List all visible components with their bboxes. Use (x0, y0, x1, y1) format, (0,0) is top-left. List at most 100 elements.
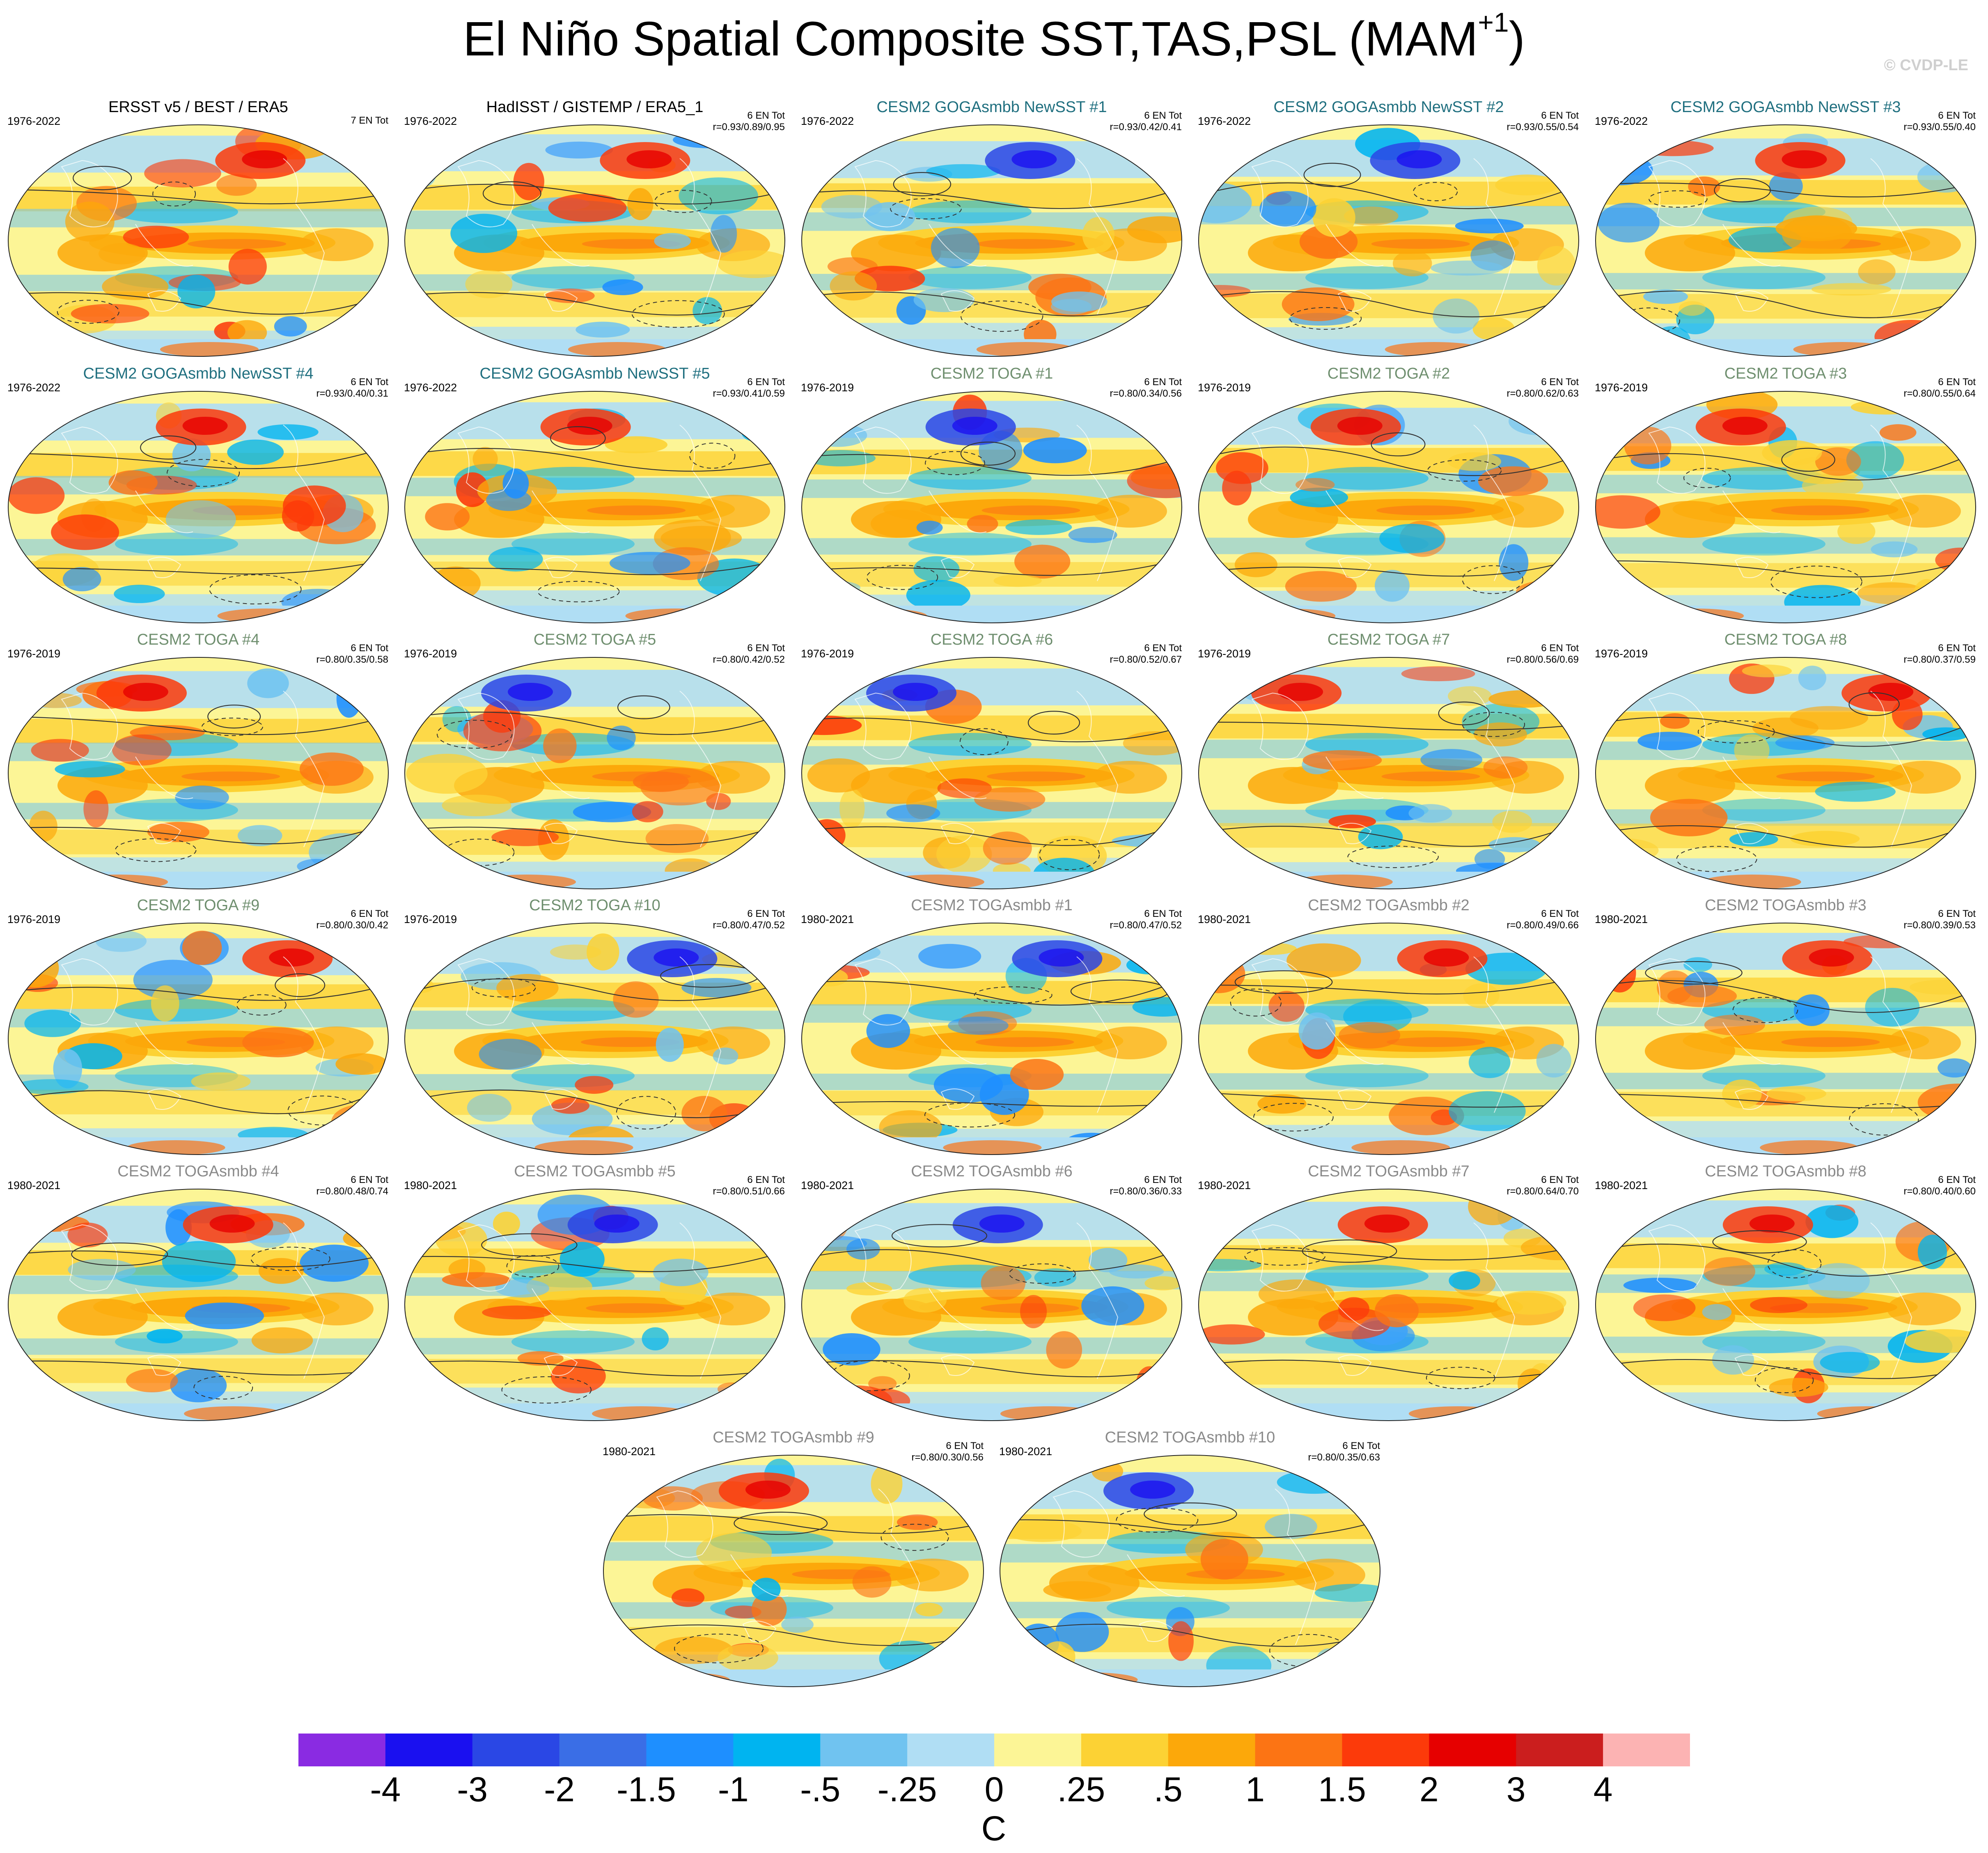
panel-pattern-correlation: r=0.80/0.51/0.66 (713, 1186, 785, 1197)
panel-years: 1976-2019 (7, 913, 61, 925)
panel-years: 1980-2021 (1198, 1179, 1251, 1192)
panel-title: CESM2 TOGA #6 (930, 631, 1053, 648)
map-panel: CESM2 TOGA #2 1976-2019 6 EN Tot r=0.80/0.6… (1190, 364, 1587, 629)
map-panel: CESM2 TOGA #9 1976-2019 6 EN Tot r=0.80/0.3… (0, 896, 397, 1161)
colorbar-tick-label: 2 (1419, 1770, 1439, 1809)
panel-years: 1976-2022 (801, 115, 854, 127)
colorbar-tick-label: 4 (1593, 1770, 1613, 1809)
panel-event-count: 6 EN Tot (1541, 908, 1579, 919)
composite-map (404, 657, 785, 889)
panel-event-count: 6 EN Tot (747, 377, 785, 388)
composite-map (801, 1189, 1182, 1421)
panel-event-count: 6 EN Tot (1144, 377, 1182, 388)
panel-title: CESM2 TOGAsmbb #4 (117, 1163, 279, 1180)
colorbar-tick-label: -1.5 (617, 1770, 676, 1809)
panel-title: CESM2 TOGAsmbb #2 (1308, 897, 1470, 914)
panel-pattern-correlation: r=0.93/0.40/0.31 (316, 388, 388, 399)
colorbar-swatch (733, 1734, 821, 1766)
map-panel: HadISST / GISTEMP / ERA5_1 1976-2022 6 EN … (397, 98, 793, 363)
panel-event-count: 6 EN Tot (351, 377, 388, 388)
panel-pattern-correlation: r=0.80/0.36/0.33 (1110, 1186, 1182, 1197)
panel-event-count: 6 EN Tot (1938, 643, 1976, 654)
panel-pattern-correlation: r=0.93/0.55/0.54 (1506, 122, 1579, 133)
panel-title: CESM2 TOGA #3 (1724, 365, 1847, 382)
map-panel: CESM2 TOGA #7 1976-2019 6 EN Tot r=0.80/0.5… (1190, 630, 1587, 896)
colorbar-swatch (1516, 1734, 1603, 1766)
panel-event-count: 6 EN Tot (1938, 1174, 1976, 1185)
map-panel: CESM2 TOGA #8 1976-2019 6 EN Tot r=0.80/0.3… (1587, 630, 1984, 896)
panel-years: 1980-2021 (801, 913, 854, 925)
colorbar-swatch (994, 1734, 1082, 1766)
panel-years: 1976-2019 (404, 913, 457, 925)
panel-pattern-correlation: r=0.80/0.37/0.59 (1903, 654, 1976, 665)
colorbar-swatch (1255, 1734, 1342, 1766)
panel-pattern-correlation: r=0.80/0.47/0.52 (713, 920, 785, 931)
composite-map (8, 1189, 389, 1421)
panel-years: 1980-2021 (603, 1445, 656, 1458)
panel-event-count: 6 EN Tot (1144, 643, 1182, 654)
panel-event-count: 6 EN Tot (747, 110, 785, 121)
colorbar-tick-label: 0 (984, 1770, 1004, 1809)
map-panel: CESM2 TOGAsmbb #3 1980-2021 6 EN Tot r=0.80… (1587, 896, 1984, 1161)
panel-years: 1976-2022 (404, 381, 457, 394)
panel-years: 1980-2021 (999, 1445, 1052, 1458)
figure-title: El Niño Spatial Composite SST,TAS,PSL (M… (463, 7, 1525, 66)
panel-pattern-correlation: r=0.80/0.35/0.58 (316, 654, 388, 665)
composite-map (1595, 124, 1976, 357)
colorbar-swatch (298, 1734, 386, 1766)
panel-title: CESM2 TOGAsmbb #6 (911, 1163, 1073, 1180)
composite-map (404, 1189, 785, 1421)
colorbar-swatch (1603, 1734, 1690, 1766)
panel-event-count: 7 EN Tot (351, 115, 388, 126)
panel-title: CESM2 TOGA #1 (930, 365, 1053, 382)
panel-years: 1976-2022 (7, 381, 61, 394)
panel-title: CESM2 GOGAsmbb NewSST #2 (1273, 99, 1504, 116)
map-panel: CESM2 TOGAsmbb #6 1980-2021 6 EN Tot r=0.80… (793, 1162, 1190, 1427)
panel-years: 1976-2019 (1595, 648, 1648, 660)
panel-event-count: 6 EN Tot (1342, 1440, 1380, 1451)
panel-event-count: 6 EN Tot (1541, 110, 1579, 121)
map-panel: CESM2 TOGA #6 1976-2019 6 EN Tot r=0.80/0.5… (793, 630, 1190, 896)
panel-title: CESM2 TOGA #10 (529, 897, 660, 914)
panel-event-count: 6 EN Tot (351, 643, 388, 654)
map-panel: CESM2 GOGAsmbb NewSST #3 1976-2022 6 EN To… (1587, 98, 1984, 363)
panel-event-count: 6 EN Tot (1541, 643, 1579, 654)
map-panel: CESM2 GOGAsmbb NewSST #4 1976-2022 6 EN To… (0, 364, 397, 629)
composite-map (1595, 657, 1976, 889)
colorbar-swatch (1429, 1734, 1516, 1766)
composite-map (1595, 391, 1976, 623)
composite-map (1198, 1189, 1579, 1421)
panel-pattern-correlation: r=0.80/0.30/0.42 (316, 920, 388, 931)
panel-event-count: 6 EN Tot (351, 908, 388, 919)
colorbar-swatch (559, 1734, 647, 1766)
panel-years: 1980-2021 (1595, 913, 1648, 925)
panel-pattern-correlation: r=0.93/0.41/0.59 (713, 388, 785, 399)
colorbar-tick-label: -.5 (800, 1770, 841, 1809)
panel-years: 1980-2021 (1595, 1179, 1648, 1192)
panel-years: 1976-2022 (1198, 115, 1251, 127)
colorbar-swatch (1342, 1734, 1429, 1766)
panel-event-count: 6 EN Tot (1144, 1174, 1182, 1185)
composite-map (1595, 923, 1976, 1155)
map-panel: CESM2 TOGAsmbb #10 1980-2021 6 EN Tot r=0.8… (992, 1428, 1388, 1693)
composite-map (1198, 124, 1579, 357)
panel-years: 1980-2021 (7, 1179, 61, 1192)
panel-title: CESM2 GOGAsmbb NewSST #5 (479, 365, 710, 382)
colorbar-swatch (385, 1734, 473, 1766)
colorbar-swatch (646, 1734, 734, 1766)
panel-years: 1976-2022 (7, 115, 61, 127)
map-panel: CESM2 TOGAsmbb #8 1980-2021 6 EN Tot r=0.80… (1587, 1162, 1984, 1427)
map-panel: CESM2 TOGA #3 1976-2019 6 EN Tot r=0.80/0.5… (1587, 364, 1984, 629)
panel-title: CESM2 TOGA #4 (137, 631, 260, 648)
colorbar-swatch (820, 1734, 908, 1766)
panel-event-count: 6 EN Tot (1938, 908, 1976, 919)
panel-event-count: 6 EN Tot (747, 1174, 785, 1185)
panel-title: CESM2 GOGAsmbb NewSST #1 (876, 99, 1107, 116)
panel-event-count: 6 EN Tot (747, 643, 785, 654)
colorbar-swatch (1081, 1734, 1169, 1766)
panel-pattern-correlation: r=0.80/0.34/0.56 (1110, 388, 1182, 399)
map-panel: CESM2 TOGA #5 1976-2019 6 EN Tot r=0.80/0.4… (397, 630, 793, 896)
panel-pattern-correlation: r=0.80/0.42/0.52 (713, 654, 785, 665)
map-panel: CESM2 TOGA #10 1976-2019 6 EN Tot r=0.80/0.… (397, 896, 793, 1161)
panel-years: 1976-2022 (1595, 115, 1648, 127)
